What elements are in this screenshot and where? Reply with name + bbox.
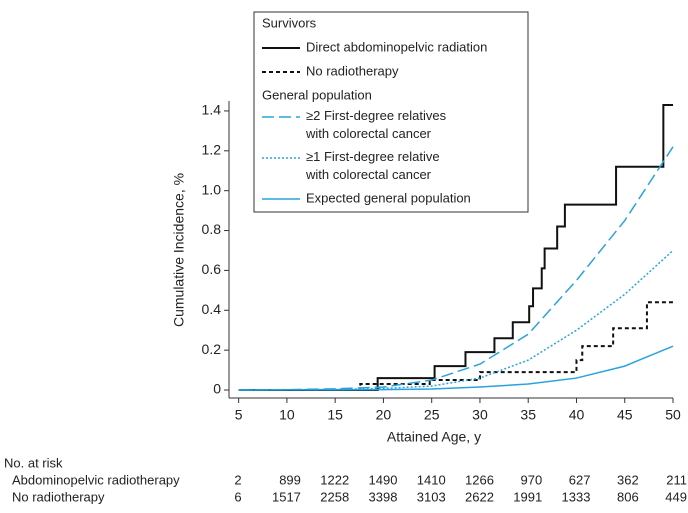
risk-count: 1222 (320, 472, 349, 487)
series-line (238, 103, 673, 392)
x-tick-label: 5 (235, 407, 243, 423)
x-tick-label: 45 (617, 407, 633, 423)
y-tick-label: 1.0 (202, 181, 222, 197)
y-axis-label: Cumulative Incidence, % (171, 173, 187, 327)
x-tick-label: 15 (327, 407, 343, 423)
risk-count: 2622 (465, 489, 494, 504)
x-tick-label: 20 (376, 407, 392, 423)
risk-count: 970 (521, 472, 543, 487)
risk-count: 449 (665, 489, 687, 504)
legend-label: ≥2 First-degree relatives with colorectal… (305, 108, 447, 141)
y-tick-label: 0.6 (202, 261, 222, 277)
x-tick-label: 40 (569, 407, 585, 423)
risk-count: 1490 (369, 472, 398, 487)
risk-count: 806 (617, 489, 639, 504)
risk-count: 3398 (369, 489, 398, 504)
x-tick-label: 10 (279, 407, 295, 423)
y-tick-label: 1.4 (202, 102, 222, 118)
risk-count: 211 (666, 472, 687, 487)
x-tick-label: 50 (665, 407, 681, 423)
risk-count: 362 (617, 472, 639, 487)
risk-count: 1266 (465, 472, 494, 487)
risk-count: 1517 (272, 489, 301, 504)
legend-title: Survivors (262, 15, 317, 30)
x-axis-label: Attained Age, y (387, 429, 481, 445)
x-tick-label: 30 (472, 407, 488, 423)
risk-count: 2258 (320, 489, 349, 504)
y-tick-label: 0.4 (202, 301, 222, 317)
y-tick-label: 0.2 (202, 341, 222, 357)
y-tick-label: 1.2 (202, 142, 222, 158)
series-line (238, 345, 674, 391)
risk-row-label: Abdominopelvic radiotherapy (12, 472, 180, 487)
risk-count: 1991 (513, 489, 542, 504)
legend-label: ≥1 First-degree relative with colorectal … (305, 149, 440, 182)
y-tick-label: 0.8 (202, 221, 222, 237)
x-tick-label: 35 (520, 407, 536, 423)
risk-count: 6 (234, 489, 241, 504)
risk-count: 1410 (417, 472, 446, 487)
legend-label: Direct abdominopelvic radiation (306, 39, 487, 54)
series-line (238, 249, 674, 391)
risk-table-title: No. at risk (4, 455, 63, 470)
legend-label: Expected general population (306, 190, 471, 205)
series-line (238, 301, 673, 392)
risk-count: 627 (569, 472, 591, 487)
legend-title: General population (262, 87, 372, 102)
y-tick-label: 0 (213, 381, 221, 397)
legend-box (253, 11, 529, 213)
legend-label: No radiotherapy (306, 63, 399, 78)
risk-count: 3103 (417, 489, 446, 504)
risk-count: 899 (279, 472, 301, 487)
x-tick-label: 25 (424, 407, 440, 423)
risk-count: 2 (234, 472, 241, 487)
risk-row-label: No radiotherapy (12, 489, 105, 504)
risk-count: 1333 (562, 489, 591, 504)
